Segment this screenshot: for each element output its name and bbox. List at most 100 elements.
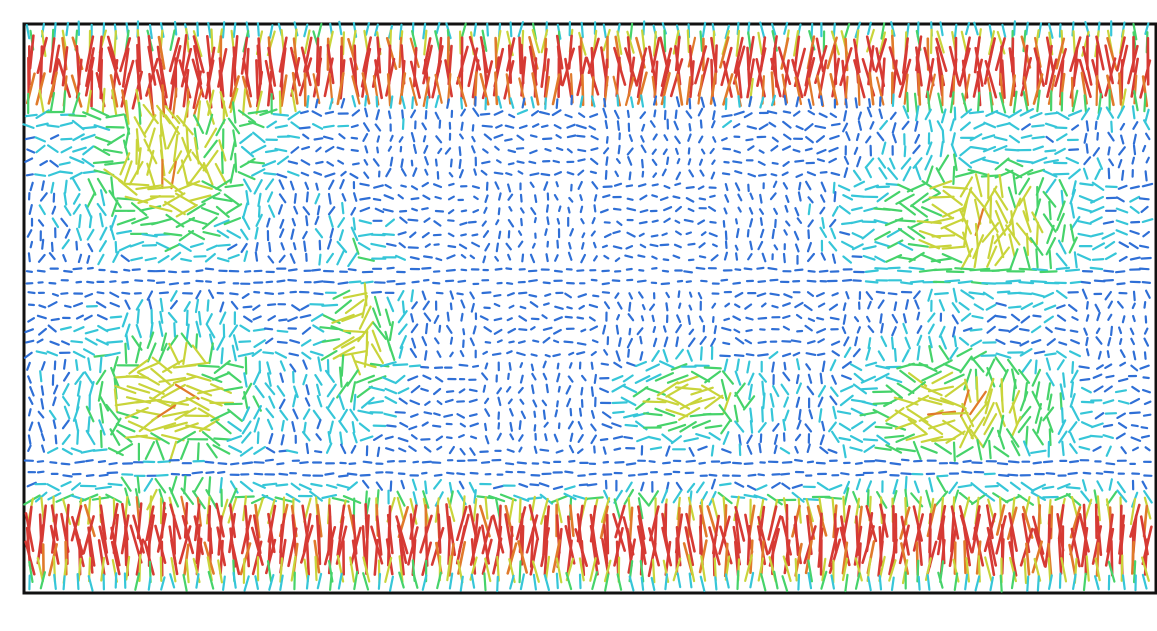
field-glyph [982, 291, 995, 300]
field-glyph [316, 418, 322, 430]
field-glyph [1073, 251, 1078, 269]
field-glyph [626, 231, 636, 238]
field-glyph [697, 107, 704, 117]
field-glyph [220, 151, 224, 175]
field-glyph [804, 324, 813, 332]
field-glyph [519, 362, 524, 369]
field-glyph [651, 349, 660, 362]
field-glyph [698, 315, 704, 323]
field-glyph [600, 362, 610, 366]
field-glyph [265, 407, 275, 419]
field-glyph [1058, 430, 1068, 444]
field-glyph [82, 111, 102, 121]
field-glyph [1023, 246, 1031, 269]
field-glyph [1094, 120, 1098, 130]
field-glyph [819, 95, 824, 107]
field-glyph [434, 337, 440, 345]
field-glyph [589, 524, 600, 565]
field-glyph [614, 257, 621, 263]
field-glyph [575, 124, 587, 130]
field-glyph [1008, 541, 1018, 577]
field-glyph [279, 228, 285, 239]
field-glyph [1093, 575, 1100, 591]
field-glyph [95, 338, 109, 346]
field-glyph [617, 337, 622, 347]
field-glyph [110, 176, 115, 198]
field-glyph [289, 339, 301, 344]
field-glyph [796, 217, 803, 224]
field-glyph [99, 429, 103, 449]
field-glyph [168, 282, 180, 286]
field-glyph [773, 207, 779, 215]
field-glyph [35, 144, 46, 154]
field-glyph [182, 341, 188, 365]
field-glyph [74, 359, 79, 371]
field-glyph [468, 413, 478, 417]
field-glyph [737, 193, 743, 202]
field-glyph [600, 497, 611, 524]
field-glyph [807, 98, 813, 110]
field-glyph [435, 257, 443, 262]
field-glyph [720, 278, 729, 282]
field-glyph [1118, 146, 1126, 156]
field-glyph [123, 182, 150, 187]
field-glyph [386, 242, 397, 247]
field-glyph [961, 92, 968, 113]
field-glyph [1010, 571, 1016, 590]
field-glyph [757, 316, 768, 320]
field-glyph [175, 192, 197, 206]
field-glyph [542, 281, 551, 285]
field-glyph [435, 135, 443, 144]
field-glyph [995, 302, 1007, 307]
field-glyph [580, 218, 585, 225]
field-glyph [819, 226, 828, 238]
field-glyph [640, 576, 645, 591]
field-glyph [496, 339, 503, 344]
field-glyph [494, 36, 498, 69]
field-glyph [660, 47, 673, 88]
field-glyph [924, 108, 932, 121]
field-glyph [533, 217, 537, 224]
field-glyph [314, 374, 323, 386]
field-glyph [41, 238, 45, 250]
field-glyph [795, 382, 803, 395]
field-glyph [662, 206, 673, 212]
field-glyph [1141, 573, 1148, 590]
field-glyph [46, 124, 60, 128]
field-glyph [106, 471, 119, 475]
field-glyph [1016, 159, 1034, 164]
field-glyph [588, 303, 599, 309]
field-glyph [717, 491, 733, 505]
field-glyph [1048, 249, 1053, 270]
field-glyph [856, 505, 863, 541]
field-glyph [194, 298, 200, 314]
field-glyph [843, 346, 852, 358]
field-glyph [1020, 481, 1035, 492]
field-glyph [770, 57, 782, 98]
field-glyph [320, 350, 338, 361]
field-glyph [794, 445, 799, 454]
field-glyph [521, 253, 525, 263]
field-glyph [242, 178, 252, 193]
field-glyph [807, 572, 813, 590]
field-glyph [458, 243, 468, 250]
field-glyph [518, 328, 528, 331]
field-glyph [372, 197, 382, 202]
field-glyph [1102, 399, 1115, 405]
field-glyph [769, 192, 777, 201]
field-glyph [686, 29, 690, 54]
field-glyph [401, 109, 405, 120]
field-glyph [481, 372, 489, 381]
field-glyph [552, 485, 564, 490]
field-glyph [951, 302, 961, 314]
field-glyph [458, 480, 465, 490]
field-glyph [315, 182, 319, 191]
field-glyph [602, 460, 610, 464]
field-glyph [46, 483, 60, 492]
field-glyph [672, 29, 680, 55]
field-glyph [951, 326, 957, 338]
field-glyph [674, 135, 681, 145]
field-glyph [303, 240, 307, 252]
field-glyph [350, 124, 359, 129]
field-glyph [663, 336, 669, 348]
